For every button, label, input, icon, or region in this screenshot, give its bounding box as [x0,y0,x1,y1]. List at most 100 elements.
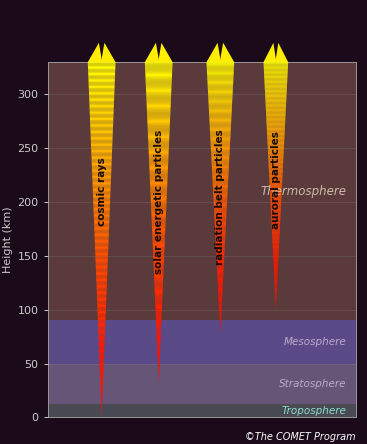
Polygon shape [217,271,224,272]
Polygon shape [149,171,168,172]
Polygon shape [218,279,223,280]
Polygon shape [98,316,106,317]
Polygon shape [147,115,170,117]
Polygon shape [273,249,279,250]
Polygon shape [270,203,281,204]
Polygon shape [154,270,164,271]
Y-axis label: Height (km): Height (km) [3,206,13,273]
Polygon shape [211,158,229,159]
Polygon shape [272,238,279,239]
Polygon shape [272,239,279,240]
Polygon shape [101,392,103,394]
Polygon shape [271,209,281,210]
Polygon shape [264,67,288,68]
Polygon shape [270,195,281,196]
Polygon shape [101,388,103,389]
Polygon shape [219,315,221,316]
Polygon shape [149,152,169,153]
Polygon shape [275,281,277,282]
Polygon shape [266,109,286,110]
Polygon shape [88,74,115,75]
Polygon shape [98,320,105,321]
Polygon shape [148,143,169,144]
Polygon shape [212,166,229,167]
Polygon shape [210,128,231,129]
Polygon shape [157,335,161,336]
Polygon shape [274,271,278,272]
Polygon shape [93,190,110,191]
Polygon shape [154,275,163,276]
Polygon shape [99,341,105,343]
Polygon shape [157,334,161,335]
Polygon shape [272,227,280,228]
Polygon shape [214,202,227,203]
Polygon shape [146,87,171,88]
Polygon shape [99,352,104,353]
Polygon shape [210,129,231,130]
Polygon shape [157,339,161,340]
Polygon shape [154,274,163,275]
Polygon shape [96,274,107,275]
Polygon shape [268,150,284,151]
Polygon shape [215,224,226,225]
Polygon shape [210,138,230,139]
Polygon shape [272,221,280,222]
Polygon shape [266,121,285,122]
Polygon shape [149,159,168,161]
Polygon shape [268,159,283,160]
Polygon shape [217,257,224,258]
Polygon shape [273,264,278,265]
Polygon shape [156,309,162,310]
Polygon shape [157,343,160,345]
Polygon shape [92,174,111,176]
Polygon shape [265,89,287,90]
Polygon shape [274,270,278,271]
Polygon shape [219,309,222,310]
Polygon shape [150,197,167,198]
Polygon shape [148,138,169,139]
Polygon shape [95,260,108,261]
Polygon shape [95,248,108,249]
Polygon shape [148,121,170,122]
Polygon shape [265,91,287,92]
Polygon shape [99,345,105,346]
Polygon shape [207,79,233,80]
Polygon shape [147,106,171,107]
Polygon shape [99,365,104,366]
Polygon shape [97,285,107,286]
Polygon shape [145,65,172,67]
Polygon shape [158,370,159,371]
Polygon shape [213,195,228,196]
Polygon shape [216,247,225,248]
Polygon shape [216,246,225,247]
Polygon shape [146,81,172,83]
Polygon shape [218,292,222,293]
Polygon shape [214,212,226,213]
Polygon shape [93,199,110,201]
Polygon shape [220,325,221,326]
Polygon shape [274,269,278,270]
Polygon shape [219,299,222,300]
Polygon shape [273,258,279,259]
Polygon shape [264,77,287,78]
Polygon shape [157,353,160,354]
Polygon shape [273,244,279,245]
Polygon shape [275,298,276,299]
Polygon shape [211,153,230,154]
Polygon shape [149,149,169,150]
Polygon shape [94,210,110,211]
Polygon shape [275,299,276,300]
Polygon shape [90,113,113,114]
Text: Troposphere: Troposphere [282,406,347,416]
Polygon shape [268,146,284,147]
Polygon shape [146,88,171,89]
Polygon shape [208,88,233,89]
Polygon shape [145,62,172,63]
Polygon shape [264,72,288,73]
Polygon shape [152,219,166,220]
Polygon shape [219,300,222,301]
Polygon shape [88,64,116,66]
Polygon shape [219,311,222,312]
Polygon shape [88,67,115,68]
Polygon shape [147,112,170,114]
